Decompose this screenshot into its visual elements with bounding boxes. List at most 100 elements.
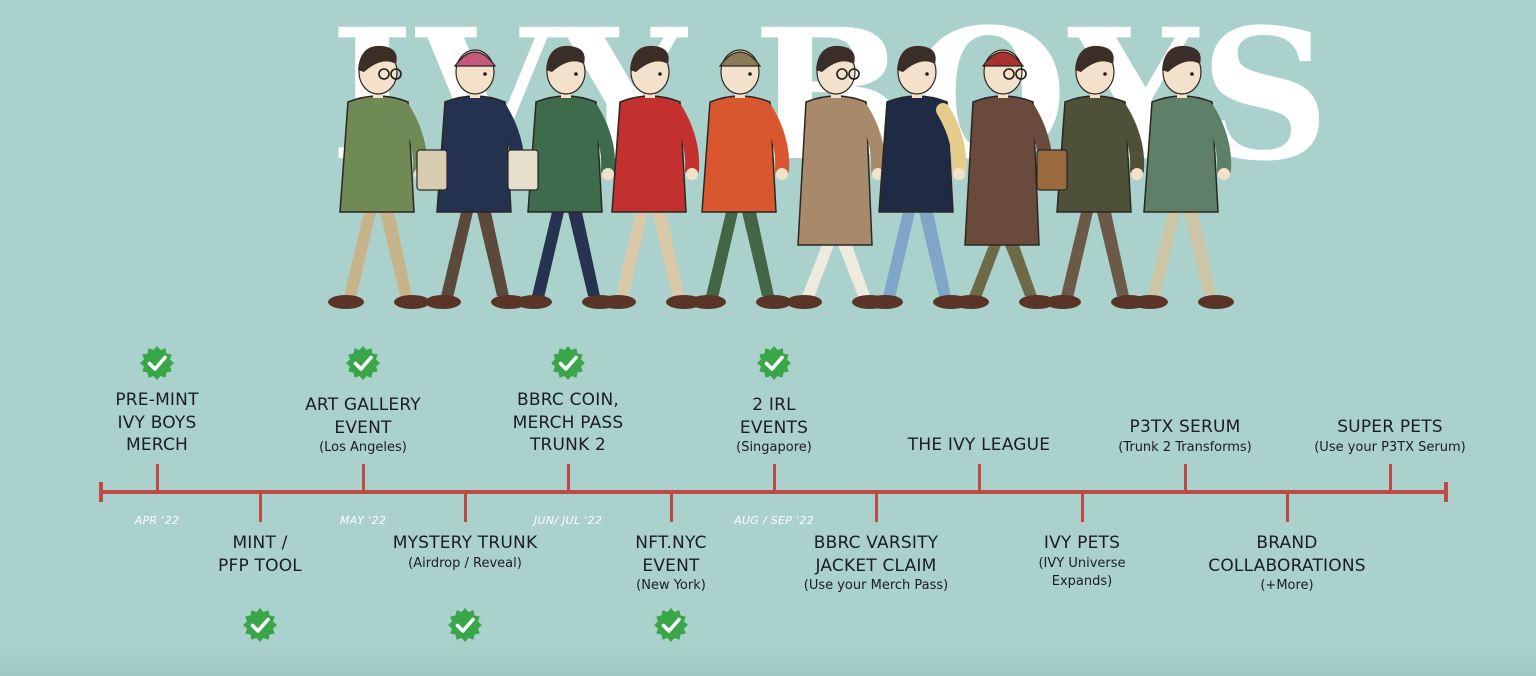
glasses-boy-olive-jacket-leg-front — [380, 212, 412, 296]
green-parka-boy-hand — [1218, 168, 1230, 180]
green-jacket-tote-bag-boy-hair — [546, 45, 585, 72]
green-jacket-tote-bag-boy-leg-back — [532, 212, 564, 298]
bottom-vignette — [0, 640, 1536, 676]
milestone-subtitle: (Airdrop / Reveal) — [408, 555, 522, 571]
green-jacket-tote-bag-boy-eye — [574, 72, 578, 76]
timeline-end-cap — [1444, 482, 1448, 502]
milestone-subtitle: (+More) — [1260, 578, 1314, 593]
pink-cap-boy-navy-blazer-shoe-front — [491, 295, 527, 309]
olive-coat-briefcase-boy-shoe-back — [1045, 295, 1081, 309]
orange-parka-beanie-boy-leg-back — [706, 212, 738, 298]
milestone-subtitle: (Trunk 2 Transforms) — [1118, 439, 1252, 455]
red-jacket-boy-arm — [669, 103, 700, 177]
orange-parka-beanie-boy-coat — [701, 95, 777, 213]
pink-cap-boy-navy-blazer-eye — [483, 72, 487, 76]
milestone-subtitle: (IVY Universe Expands) — [1038, 555, 1126, 589]
milestone-9: THE IVY LEAGUE — [869, 434, 1089, 457]
olive-coat-briefcase-boy-coat — [1056, 95, 1132, 213]
timeline-tick — [464, 492, 467, 522]
orange-parka-beanie-boy-eye — [748, 72, 752, 76]
duffle-coat-glasses-boy-leg-back — [802, 245, 834, 298]
red-jacket-boy-coat — [611, 95, 687, 213]
varsity-jacket-boy-hand — [953, 168, 965, 180]
timeline-tick — [978, 464, 981, 492]
glasses-boy-olive-jacket-shoe-front — [394, 295, 430, 309]
timeline-tick — [567, 464, 570, 492]
milestone-title: BBRC COIN, MERCH PASS TRUNK 2 — [512, 390, 624, 455]
red-beanie-tweed-coat-boy-glasses — [1015, 68, 1027, 80]
milestone-3: ART GALLERY EVENT (Los Angeles) — [253, 394, 473, 457]
milestone-title: THE IVY LEAGUE — [907, 435, 1051, 455]
timeline-axis — [101, 490, 1447, 494]
green-parka-boy-leg-front — [1184, 212, 1216, 296]
green-parka-boy-coat — [1143, 95, 1219, 213]
olive-coat-briefcase-boy-arm — [1114, 103, 1145, 177]
olive-coat-briefcase-boy-eye — [1103, 72, 1107, 76]
completed-check-icon — [447, 607, 483, 643]
pink-cap-boy-navy-blazer-shoe-back — [425, 295, 461, 309]
olive-coat-briefcase-boy-hair — [1075, 45, 1114, 72]
red-beanie-tweed-coat-boy-coat — [964, 95, 1040, 246]
green-jacket-tote-bag-boy-arm — [585, 103, 616, 177]
milestone-title: MYSTERY TRUNK — [392, 533, 538, 553]
milestone-title: IVY PETS — [1043, 533, 1121, 553]
character-lineup — [328, 45, 1234, 309]
duffle-coat-glasses-boy-arm — [855, 103, 886, 177]
olive-coat-briefcase-boy-leg-back — [1061, 212, 1093, 298]
completed-check-icon — [550, 345, 586, 381]
completed-check-icon — [756, 345, 792, 381]
milestone-title: SUPER PETS — [1337, 417, 1443, 437]
milestone-subtitle: (Los Angeles) — [319, 440, 407, 455]
green-jacket-tote-bag-boy-coat — [527, 95, 603, 213]
green-jacket-tote-bag-boy-shoe-back — [516, 295, 552, 309]
green-jacket-tote-bag-boy-bag — [507, 149, 539, 191]
orange-parka-beanie-boy-shoe-back — [690, 295, 726, 309]
timeline-date-label: JUN/ JUL '22 — [533, 514, 603, 527]
milestone-title: MINT / PFP TOOL — [218, 533, 302, 576]
completed-check-icon — [653, 607, 689, 643]
green-jacket-tote-bag-boy-leg-front — [568, 212, 600, 296]
milestone-5: BBRC COIN, MERCH PASS TRUNK 2 — [458, 389, 678, 457]
glasses-boy-olive-jacket-coat — [339, 95, 415, 213]
timeline-tick — [1389, 464, 1392, 492]
varsity-jacket-boy-leg-back — [883, 212, 915, 298]
duffle-coat-glasses-boy-coat — [797, 95, 873, 246]
completed-check-icon — [345, 345, 381, 381]
red-beanie-tweed-coat-boy-shoe-back — [953, 295, 989, 309]
red-jacket-boy-leg-front — [652, 212, 684, 296]
milestone-title: 2 IRL EVENTS — [739, 395, 809, 438]
milestone-13: SUPER PETS (Use your P3TX Serum) — [1280, 416, 1500, 457]
varsity-jacket-boy-shoe-back — [867, 295, 903, 309]
varsity-jacket-boy-hair — [897, 45, 936, 72]
pink-cap-boy-navy-blazer-bag — [416, 149, 448, 191]
milestone-title: PRE-MINT IVY BOYS MERCH — [115, 390, 199, 455]
milestone-8: BBRC VARSITY JACKET CLAIM (Use your Merch… — [766, 532, 986, 595]
milestone-4: MYSTERY TRUNK (Airdrop / Reveal) — [355, 532, 575, 573]
duffle-coat-glasses-boy-glasses — [848, 68, 860, 80]
varsity-jacket-boy-arm — [936, 103, 967, 177]
milestone-title: P3TX SERUM — [1129, 417, 1241, 437]
duffle-coat-glasses-boy-shoe-back — [786, 295, 822, 309]
red-beanie-tweed-coat-boy-shoe-front — [1019, 295, 1055, 309]
glasses-boy-olive-jacket-hair — [358, 45, 397, 72]
timeline-date-label: APR '22 — [134, 514, 180, 527]
green-parka-boy-hair — [1162, 45, 1201, 72]
timeline-tick — [1286, 492, 1289, 522]
timeline-tick — [1184, 464, 1187, 492]
milestone-7: 2 IRL EVENTS (Singapore) — [664, 394, 884, 457]
red-beanie-tweed-coat-boy-leg-back — [969, 245, 1001, 298]
milestone-subtitle: (Singapore) — [736, 440, 812, 455]
green-parka-boy-eye — [1190, 72, 1194, 76]
orange-parka-beanie-boy-arm — [759, 103, 790, 177]
red-jacket-boy-hand — [686, 168, 698, 180]
timeline-tick — [1081, 492, 1084, 522]
red-jacket-boy-hair — [630, 45, 669, 72]
glasses-boy-olive-jacket-leg-back — [344, 212, 376, 298]
glasses-boy-olive-jacket-shoe-back — [328, 295, 364, 309]
timeline-date-label: MAY '22 — [339, 514, 387, 527]
green-parka-boy-shoe-back — [1132, 295, 1168, 309]
red-beanie-tweed-coat-boy-leg-front — [1005, 245, 1037, 296]
pink-cap-boy-navy-blazer-coat — [436, 95, 512, 213]
timeline-tick — [362, 464, 365, 492]
